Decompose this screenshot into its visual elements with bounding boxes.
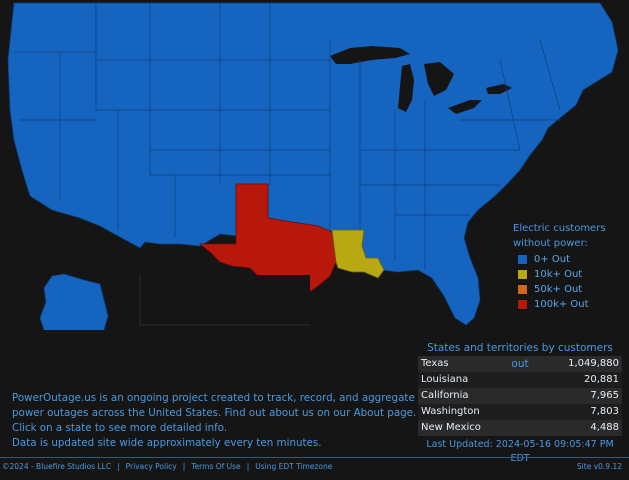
table-row[interactable]: New Mexico 4,488	[418, 420, 622, 436]
state-louisiana[interactable]	[331, 229, 385, 279]
legend-item: 10k+ Out	[517, 267, 606, 282]
row-state: Washington	[421, 406, 480, 417]
state-alaska[interactable]	[39, 273, 132, 330]
row-state: Louisiana	[421, 374, 469, 385]
row-state: California	[421, 390, 469, 401]
legend-label: 0+ Out	[534, 254, 571, 265]
legend-item: 50k+ Out	[517, 282, 606, 297]
legend-label: 10k+ Out	[534, 269, 583, 280]
legend-swatch	[517, 299, 528, 310]
table-row[interactable]: Washington 7,803	[418, 404, 622, 420]
row-count: 7,803	[590, 406, 619, 417]
terms-of-use-link[interactable]: Terms Of Use	[191, 462, 241, 471]
footer-links: ©2024 - Bluefire Studios LLC | Privacy P…	[2, 462, 332, 471]
us-outage-map	[7, 2, 619, 330]
contiguous-us-region[interactable]	[7, 2, 619, 326]
lake-superior	[330, 46, 410, 64]
about-line: power outages across the United States. …	[12, 407, 417, 419]
legend-item: 100k+ Out	[517, 297, 606, 312]
table-row[interactable]: Louisiana 20,881	[418, 372, 622, 388]
row-count: 20,881	[584, 374, 619, 385]
row-count: 4,488	[590, 422, 619, 433]
row-state: Texas	[421, 358, 449, 369]
legend-swatch	[517, 254, 528, 265]
inset-dividers	[139, 275, 310, 326]
map-legend: Electric customers without power: 0+ Out…	[513, 222, 606, 312]
privacy-policy-link[interactable]: Privacy Policy	[125, 462, 177, 471]
legend-label: 100k+ Out	[534, 299, 589, 310]
lake-erie	[448, 100, 482, 114]
row-count: 7,965	[590, 390, 619, 401]
row-state: New Mexico	[421, 422, 481, 433]
about-line: Click on a state to see more detailed in…	[12, 422, 228, 434]
about-line: Data is updated site wide approximately …	[12, 437, 322, 449]
last-updated: Last Updated: 2024-05-16 09:05:47 PM EDT	[426, 439, 614, 464]
footer-separator: |	[182, 462, 186, 471]
lake-ontario	[486, 84, 512, 94]
legend-label: 50k+ Out	[534, 284, 583, 295]
state-borders	[14, 3, 561, 270]
table-row[interactable]: Texas 1,049,880	[418, 356, 622, 372]
legend-title-line1: Electric customers	[513, 223, 606, 234]
footer-separator: |	[246, 462, 250, 471]
timezone-link[interactable]: Using EDT Timezone	[255, 462, 333, 471]
legend-swatch	[517, 284, 528, 295]
row-count: 1,049,880	[568, 358, 619, 369]
lake-huron	[424, 62, 454, 96]
about-line: PowerOutage.us is an ongoing project cre…	[12, 392, 415, 404]
footer-separator: |	[117, 462, 120, 471]
legend-title-line2: without power:	[513, 238, 588, 249]
site-version: Site v0.9.12	[576, 462, 622, 471]
footer: ©2024 - Bluefire Studios LLC | Privacy P…	[0, 457, 629, 480]
lake-michigan	[398, 64, 414, 112]
table-title: States and territories by customers out	[427, 342, 613, 370]
copyright: ©2024 - Bluefire Studios LLC	[2, 462, 112, 471]
table-row[interactable]: California 7,965	[418, 388, 622, 404]
about-text: PowerOutage.us is an ongoing project cre…	[12, 391, 417, 451]
legend-item: 0+ Out	[517, 252, 606, 267]
states-table: States and territories by customers out …	[418, 340, 622, 464]
legend-swatch	[517, 269, 528, 280]
